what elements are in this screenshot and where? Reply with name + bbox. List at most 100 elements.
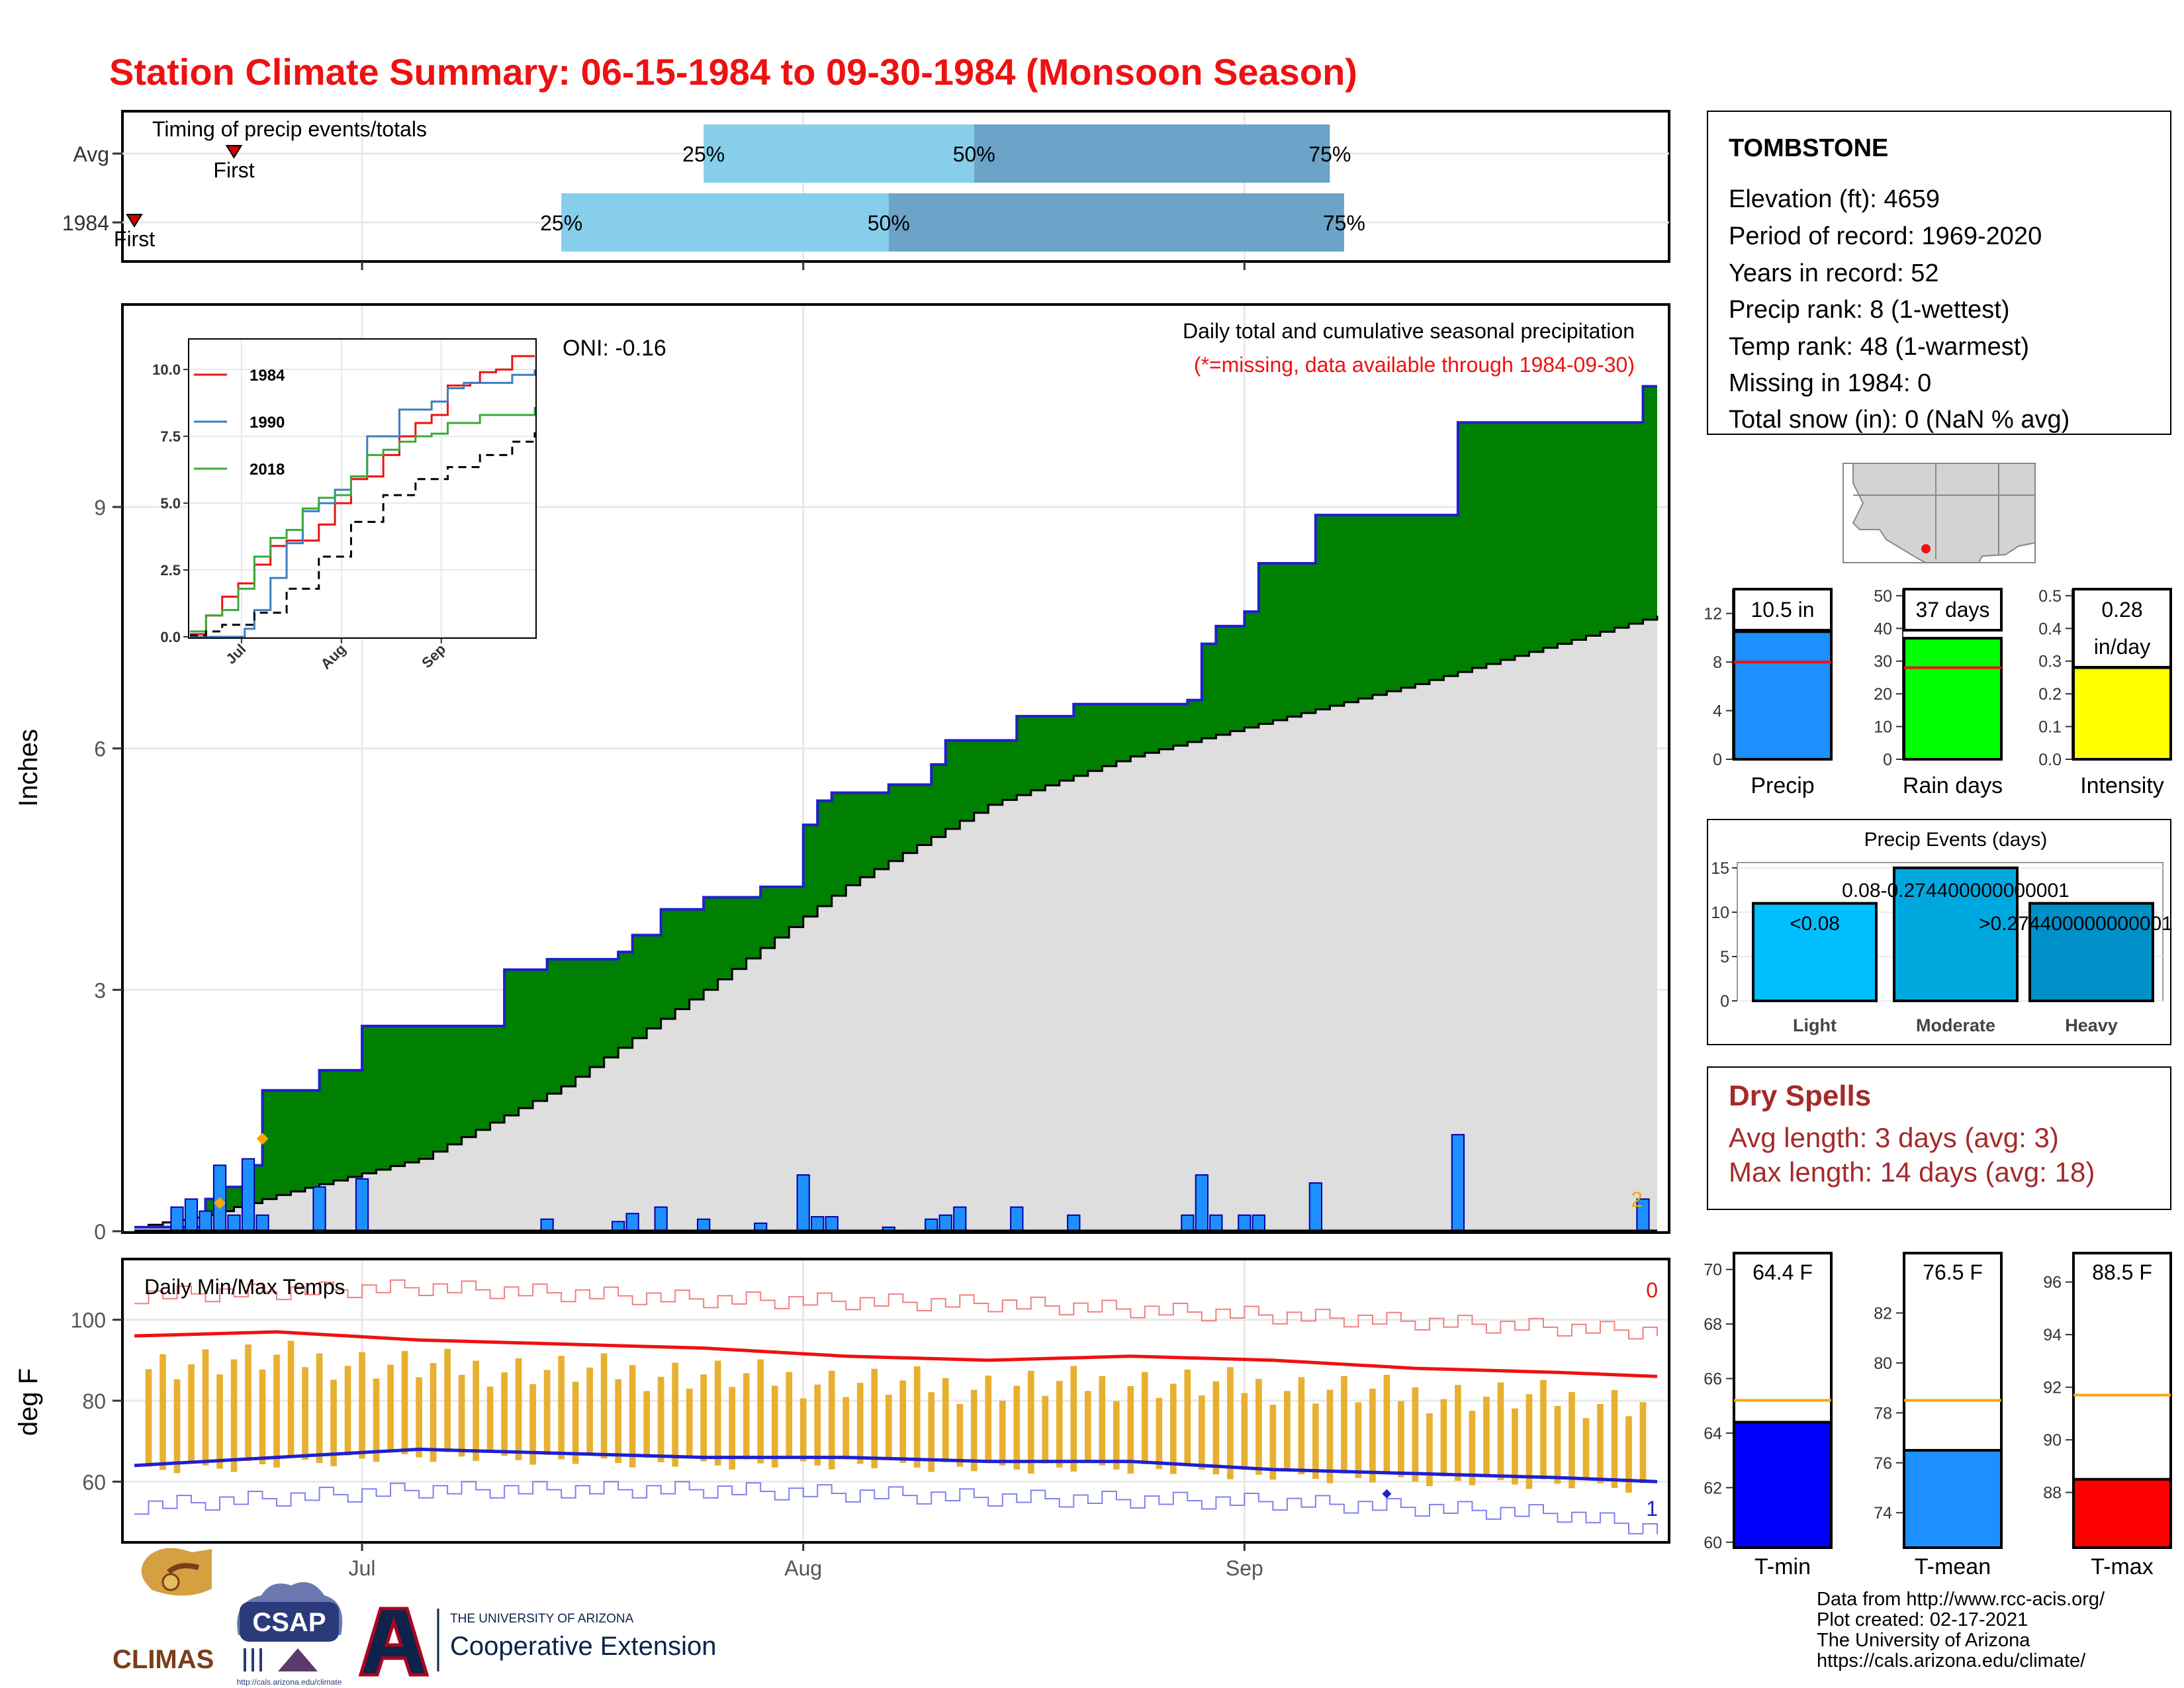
timing-title: Timing of precip events/totals — [152, 117, 427, 141]
events-y-tick-label: 0 — [1720, 992, 1729, 1011]
temp-summary-y-tick-label: 74 — [1874, 1504, 1892, 1523]
events-bar — [2028, 902, 2154, 1002]
temp-summary-value: 88.5 F — [2092, 1260, 2152, 1284]
daily-temp-range-bar — [572, 1382, 579, 1464]
station-box — [1707, 111, 2171, 435]
x-tick-label: Aug — [784, 1556, 822, 1580]
cumulative-precip-line — [134, 385, 1657, 1229]
temp-summary-y-tick-label: 96 — [2043, 1274, 2062, 1292]
record-low-line — [134, 1481, 1658, 1534]
oni-label: ONI: -0.16 — [563, 336, 666, 361]
temp-y-axis-label: deg F — [14, 1368, 43, 1436]
daily-precip-bar — [1308, 1182, 1323, 1233]
temp-panel: deg F 60 80 100 Daily Min/Max Temps 0 1 Ju… — [14, 1258, 1670, 1580]
daily-temp-range-bar — [1625, 1416, 1632, 1493]
inset-legend-label: 2018 — [250, 461, 285, 479]
temp-summary-y-tick-label: 62 — [1704, 1479, 1722, 1497]
daily-temp-range-bar — [1070, 1366, 1077, 1472]
timing-bar-50-75 — [974, 124, 1330, 183]
daily-temp-range-bar — [1369, 1388, 1376, 1483]
daily-precip-bar — [697, 1218, 711, 1233]
daily-temp-range-bar — [473, 1360, 479, 1462]
inset-legend-label: 1984 — [250, 367, 285, 385]
summary-bar-label: Precip — [1751, 773, 1814, 798]
timing-q75-label: 75% — [1323, 211, 1365, 235]
daily-temp-range-bar — [1241, 1393, 1248, 1470]
daily-temp-range-bar — [1141, 1372, 1148, 1464]
precip-panel: Inches 0 3 6 9 ONI: -0.16 Daily total and c… — [14, 303, 1670, 1244]
daily-temp-range-bar — [615, 1379, 621, 1464]
daily-precip-bar — [241, 1158, 255, 1233]
events-category-label: Heavy — [2065, 1015, 2118, 1035]
temp-summary-y-tick-label: 94 — [2043, 1326, 2062, 1344]
inset-y-tick-label: 5.0 — [160, 495, 181, 512]
station-precip-rank: Precip rank: 8 (1-wettest) — [1729, 296, 2009, 324]
daily-temp-range-bar — [999, 1401, 1006, 1466]
y-tick-label: 80 — [82, 1389, 106, 1413]
summary-bar-precip — [1733, 630, 1833, 761]
daily-precip-bar — [227, 1214, 241, 1233]
daily-precip-bar — [953, 1206, 967, 1232]
ua-university-text: THE UNIVERSITY OF ARIZONA — [450, 1612, 634, 1626]
daily-temp-range-bar — [145, 1369, 152, 1467]
csap-mountain-icon — [278, 1648, 318, 1671]
daily-temp-range-bar — [1469, 1411, 1476, 1485]
timing-first-marker — [225, 145, 243, 159]
ua-a-icon — [358, 1607, 430, 1677]
events-category-label: Moderate — [1916, 1015, 1995, 1035]
daily-temp-range-bar — [814, 1384, 821, 1466]
temp-summary-y-tick-label: 66 — [1704, 1370, 1722, 1389]
temp-summary-y-tick-label: 60 — [1704, 1534, 1722, 1552]
daily-precip-bar — [1010, 1206, 1024, 1232]
daily-temp-range-bar — [1298, 1377, 1305, 1475]
summary-bar-rain-days — [1903, 637, 2003, 761]
daily-temp-range-bar — [1582, 1418, 1590, 1479]
summary-y-tick-label: 8 — [1713, 653, 1722, 672]
daily-temp-range-bar — [1113, 1401, 1120, 1470]
daily-precip-bar — [654, 1206, 668, 1232]
summary-y-tick-label: 30 — [1874, 653, 1892, 671]
temp-summary-y-tick-label: 76 — [1874, 1454, 1892, 1473]
daily-precip-bar — [625, 1213, 639, 1232]
timing-q25-label: 25% — [682, 142, 725, 166]
timing-row-label: Avg — [73, 142, 109, 166]
daily-temp-range-bar — [486, 1386, 494, 1452]
dry-spells-avg: Avg length: 3 days (avg: 3) — [1729, 1122, 2059, 1153]
daily-temp-range-bar — [1569, 1391, 1575, 1489]
daily-temp-range-bar — [1497, 1382, 1504, 1480]
avg-tmax-line — [134, 1330, 1658, 1378]
temp-summary-label: T-mean — [1915, 1554, 1991, 1579]
inset-y-tick-label: 10.0 — [152, 361, 181, 378]
timing-q50-label: 50% — [868, 211, 910, 235]
temp-summary-y-tick-label: 80 — [1874, 1354, 1892, 1373]
summary-bar-label: Intensity — [2080, 773, 2164, 798]
summary-value-label: 10.5 in — [1751, 598, 1814, 622]
cumulative-surplus-area — [134, 386, 1657, 1227]
precip-events-plot: 0 5 10 15 Light Moderate Heavy <0.080.08-0.2744… — [1711, 859, 2173, 1035]
events-bar-label: >0.274400000000001 — [1979, 913, 2173, 935]
daily-precip-bar — [796, 1174, 810, 1232]
inset-series-line — [190, 406, 536, 633]
daily-temp-range-bar — [1227, 1367, 1234, 1479]
climas-logo-text: CLIMAS — [113, 1645, 214, 1674]
summary-y-tick-label: 10 — [1874, 718, 1892, 737]
daily-temp-range-bar — [1084, 1391, 1091, 1462]
daily-temp-range-bar — [173, 1379, 181, 1474]
timing-bar-25-50 — [704, 124, 974, 183]
daily-temp-range-bar — [330, 1380, 337, 1467]
missing-data-marker — [214, 1197, 226, 1209]
daily-temp-range-bar — [373, 1378, 380, 1462]
daily-precip-bar — [1067, 1214, 1081, 1233]
daily-precip-bar — [1238, 1214, 1251, 1233]
temp-summary-y-tick-label: 88 — [2043, 1484, 2062, 1503]
daily-temp-range-bar — [515, 1358, 522, 1460]
daily-temp-range-bar — [430, 1363, 437, 1462]
daily-temp-range-bar — [600, 1353, 608, 1459]
summary-y-tick-label: 20 — [1874, 685, 1892, 704]
events-bar — [1893, 867, 2019, 1002]
summary-bar-intensity — [2072, 666, 2172, 761]
daily-temp-range-bar — [1440, 1399, 1447, 1477]
temp-summary-value: 64.4 F — [1752, 1260, 1813, 1284]
climas-logo-swoosh — [167, 1563, 200, 1575]
station-years: Years in record: 52 — [1729, 259, 1939, 287]
